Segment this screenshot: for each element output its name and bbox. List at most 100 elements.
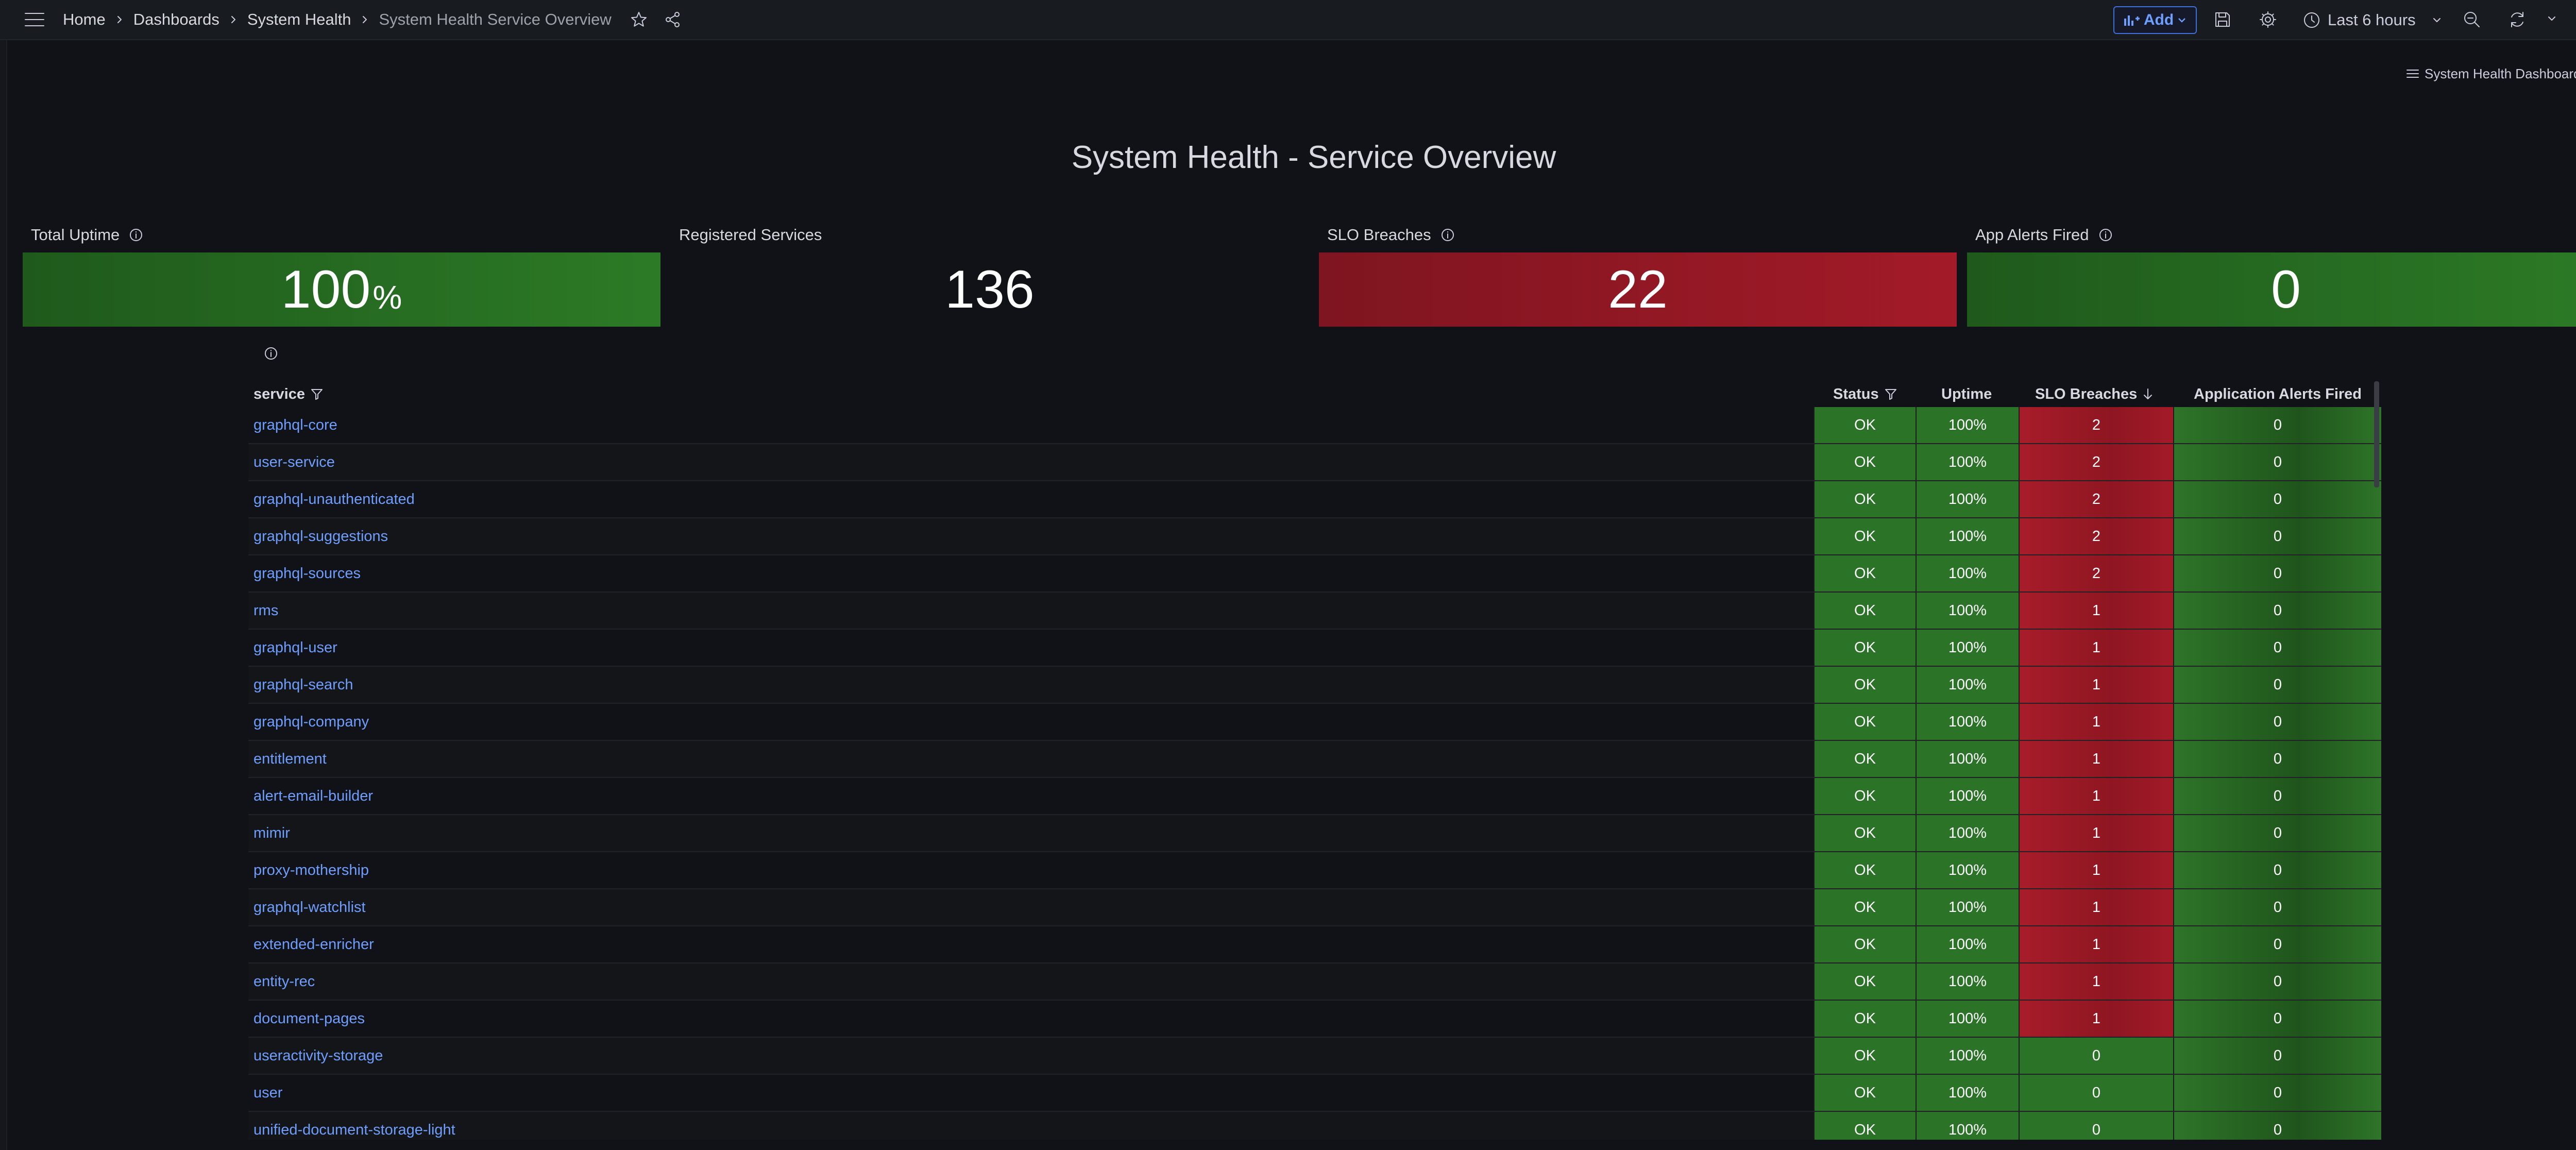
uptime-cell: 100% bbox=[1916, 1075, 2019, 1111]
app-alerts-cell: 0 bbox=[2173, 481, 2381, 517]
column-header-service[interactable]: service bbox=[253, 381, 324, 407]
stat-title-label: SLO Breaches bbox=[1327, 226, 1431, 244]
slo-breaches-cell: 2 bbox=[2019, 407, 2173, 443]
service-link[interactable]: graphql-core bbox=[253, 416, 337, 433]
table-row: user-service OK 100% 2 0 bbox=[248, 444, 2381, 481]
stat-title-label: Registered Services bbox=[679, 226, 822, 244]
add-panel-icon bbox=[2124, 13, 2140, 27]
add-button-label: Add bbox=[2143, 11, 2174, 28]
service-link[interactable]: entity-rec bbox=[253, 973, 315, 990]
time-range-picker[interactable]: Last 6 hours bbox=[2303, 6, 2452, 34]
slo-breaches-cell: 0 bbox=[2019, 1112, 2173, 1140]
service-link[interactable]: document-pages bbox=[253, 1010, 365, 1027]
uptime-cell: 100% bbox=[1916, 1001, 2019, 1037]
info-icon[interactable] bbox=[2098, 228, 2113, 242]
column-header-label: Uptime bbox=[1941, 385, 1992, 402]
services-table: service Status Uptime SLO Breaches Appli… bbox=[248, 381, 2381, 1140]
info-icon[interactable] bbox=[1440, 228, 1455, 242]
service-link[interactable]: graphql-search bbox=[253, 676, 353, 693]
table-row: proxy-mothership OK 100% 1 0 bbox=[248, 852, 2381, 889]
service-link[interactable]: mimir bbox=[253, 824, 290, 841]
refresh-icon[interactable] bbox=[2508, 10, 2527, 29]
page-title: System Health - Service Overview bbox=[1071, 140, 1556, 175]
status-cell: OK bbox=[1814, 704, 1916, 740]
refresh-interval-chevron-icon[interactable] bbox=[2547, 15, 2556, 23]
slo-breaches-cell: 0 bbox=[2019, 1038, 2173, 1074]
service-link[interactable]: user bbox=[253, 1084, 283, 1101]
uptime-cell: 100% bbox=[1916, 593, 2019, 629]
dashboard-links-label: System Health Dashboards bbox=[2425, 65, 2576, 81]
status-cell: OK bbox=[1814, 444, 1916, 480]
table-row: graphql-watchlist OK 100% 1 0 bbox=[248, 889, 2381, 926]
status-cell: OK bbox=[1814, 963, 1916, 1000]
column-header-slo-breaches[interactable]: SLO Breaches bbox=[2035, 381, 2154, 407]
column-header-app-alerts[interactable]: Application Alerts Fired bbox=[2194, 381, 2362, 407]
table-row: graphql-suggestions OK 100% 2 0 bbox=[248, 518, 2381, 555]
info-icon[interactable] bbox=[129, 228, 143, 242]
status-cell: OK bbox=[1814, 593, 1916, 629]
service-link[interactable]: graphql-suggestions bbox=[253, 528, 388, 545]
service-link[interactable]: graphql-company bbox=[253, 713, 369, 730]
table-scrollbar[interactable] bbox=[2374, 381, 2379, 487]
breadcrumb-home[interactable]: Home bbox=[63, 10, 106, 28]
slo-breaches-cell: 1 bbox=[2019, 926, 2173, 962]
gear-icon[interactable] bbox=[2259, 10, 2277, 29]
app-alerts-cell: 0 bbox=[2173, 741, 2381, 777]
slo-breaches-cell: 2 bbox=[2019, 444, 2173, 480]
service-link[interactable]: alert-email-builder bbox=[253, 787, 374, 804]
filter-icon[interactable] bbox=[1884, 387, 1897, 401]
sort-desc-icon[interactable] bbox=[2142, 387, 2154, 401]
uptime-cell: 100% bbox=[1916, 741, 2019, 777]
app-alerts-cell: 0 bbox=[2173, 963, 2381, 1000]
menu-icon[interactable] bbox=[24, 10, 45, 29]
service-link[interactable]: entitlement bbox=[253, 750, 327, 767]
status-cell: OK bbox=[1814, 555, 1916, 591]
table-body: graphql-core OK 100% 2 0 user-service OK 100% 2 0… bbox=[248, 407, 2381, 1140]
top-navbar: Home Dashboards System Health System Hea… bbox=[0, 0, 2576, 40]
zoom-out-icon[interactable] bbox=[2463, 10, 2481, 29]
table-row: user OK 100% 0 0 bbox=[248, 1075, 2381, 1112]
status-cell: OK bbox=[1814, 926, 1916, 962]
column-header-uptime[interactable]: Uptime bbox=[1941, 381, 1992, 407]
service-link[interactable]: useractivity-storage bbox=[253, 1047, 383, 1064]
table-row: mimir OK 100% 1 0 bbox=[248, 815, 2381, 852]
app-alerts-cell: 0 bbox=[2173, 778, 2381, 814]
uptime-cell: 100% bbox=[1916, 926, 2019, 962]
service-link[interactable]: graphql-sources bbox=[253, 565, 361, 582]
breadcrumb: Home Dashboards System Health System Hea… bbox=[63, 0, 682, 39]
app-alerts-cell: 0 bbox=[2173, 667, 2381, 703]
service-link[interactable]: graphql-user bbox=[253, 639, 337, 656]
status-cell: OK bbox=[1814, 1001, 1916, 1037]
status-cell: OK bbox=[1814, 778, 1916, 814]
dashboard-links-button[interactable]: System Health Dashboards bbox=[2406, 61, 2576, 87]
service-link[interactable]: extended-enricher bbox=[253, 936, 374, 953]
slo-breaches-cell: 2 bbox=[2019, 518, 2173, 554]
uptime-cell: 100% bbox=[1916, 1112, 2019, 1140]
slo-breaches-cell: 1 bbox=[2019, 963, 2173, 1000]
uptime-cell: 100% bbox=[1916, 963, 2019, 1000]
star-icon[interactable] bbox=[630, 11, 648, 28]
uptime-cell: 100% bbox=[1916, 630, 2019, 666]
breadcrumb-dashboards[interactable]: Dashboards bbox=[133, 10, 219, 28]
app-alerts-cell: 0 bbox=[2173, 444, 2381, 480]
app-alerts-cell: 0 bbox=[2173, 518, 2381, 554]
service-link[interactable]: proxy-mothership bbox=[253, 861, 369, 878]
service-link[interactable]: graphql-unauthenticated bbox=[253, 491, 415, 508]
app-alerts-cell: 0 bbox=[2173, 852, 2381, 888]
service-link[interactable]: graphql-watchlist bbox=[253, 899, 366, 916]
filter-icon[interactable] bbox=[310, 387, 324, 401]
column-header-status[interactable]: Status bbox=[1833, 381, 1897, 407]
app-alerts-cell: 0 bbox=[2173, 1075, 2381, 1111]
info-icon[interactable] bbox=[264, 346, 278, 361]
service-link[interactable]: unified-document-storage-light bbox=[253, 1121, 455, 1138]
stat-title-slo-breaches: SLO Breaches bbox=[1327, 225, 1455, 245]
service-link[interactable]: user-service bbox=[253, 453, 335, 470]
uptime-cell: 100% bbox=[1916, 815, 2019, 851]
save-icon[interactable] bbox=[2213, 10, 2232, 29]
service-link[interactable]: rms bbox=[253, 602, 279, 619]
table-row: graphql-search OK 100% 1 0 bbox=[248, 667, 2381, 704]
add-button[interactable]: Add bbox=[2113, 6, 2197, 34]
share-icon[interactable] bbox=[664, 11, 682, 28]
column-header-label: service bbox=[253, 385, 305, 402]
breadcrumb-system-health[interactable]: System Health bbox=[247, 10, 351, 28]
